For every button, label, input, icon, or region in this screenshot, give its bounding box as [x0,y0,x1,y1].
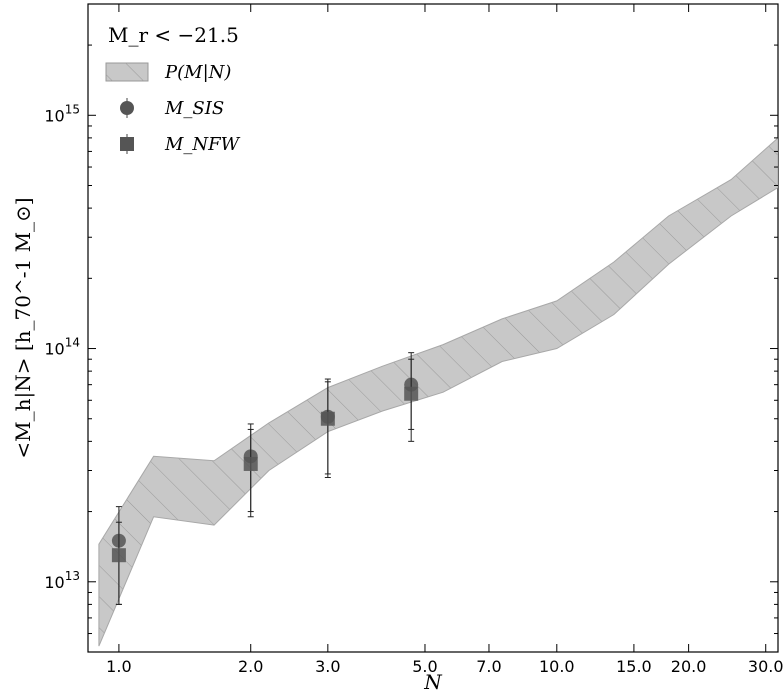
y-tick-label: 1013 [44,569,80,592]
x-tick-label: 2.0 [238,657,263,676]
legend-marker-circle [120,101,134,115]
plot-area [98,137,778,647]
legend-label: P(M|N) [164,62,231,83]
y-tick-label: 1015 [44,102,80,125]
legend-marker-square [120,137,134,151]
y-axis-label: <M_h|N> [h_70^-1 M_⊙] [11,197,36,458]
band-hatch [98,137,778,647]
legend: M_r < −21.5 P(M|N) M_SIS M_NFW [105,23,241,155]
legend-label: M_NFW [164,134,241,155]
y-tick-label: 1014 [44,336,80,359]
series-m-nfw [111,358,419,605]
legend-item-2: M_SIS [120,98,224,119]
x-tick-label: 5.0 [412,657,437,676]
x-tick-label: 3.0 [315,657,340,676]
legend-item-1: P(M|N) [105,62,231,83]
x-tick-label: 20.0 [671,657,707,676]
legend-swatch-hatch [106,63,148,81]
x-tick-label: 7.0 [476,657,501,676]
data-point [404,386,419,401]
plot-frame [87,3,779,653]
data-point [111,548,126,563]
x-axis-label: N [423,670,443,694]
x-tick-label: 30.0 [748,657,783,676]
axes: 1.0 2.0 3.0 5.0 7.0 10.0 15.0 20.0 30.0 1013 1014 1… [44,3,783,676]
data-point [320,411,335,426]
x-tick-label: 10.0 [539,657,575,676]
x-tick-label: 15.0 [616,657,652,676]
data-point [243,456,258,471]
selection-annotation: M_r < −21.5 [108,23,239,47]
legend-item-3: M_NFW [120,134,241,155]
legend-label: M_SIS [164,98,224,119]
x-tick-label: 1.0 [106,657,131,676]
